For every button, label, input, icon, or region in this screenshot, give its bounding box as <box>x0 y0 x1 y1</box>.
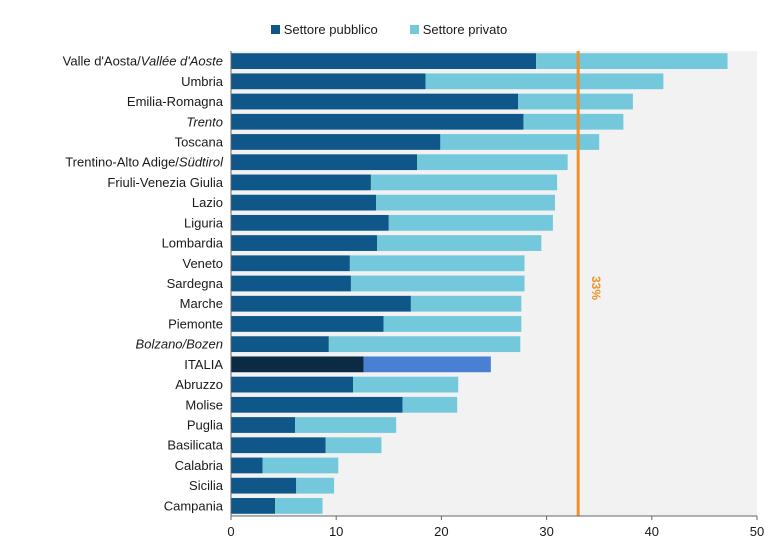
x-tick-label: 10 <box>329 524 343 539</box>
legend-label-private: Settore privato <box>422 22 508 37</box>
category-label: Lombardia <box>162 236 224 251</box>
bar-private <box>383 316 522 332</box>
bar-public <box>231 336 329 353</box>
category-label: Veneto <box>183 256 224 271</box>
bar-public <box>231 235 378 251</box>
bar-public <box>231 53 537 69</box>
bar-public <box>231 255 350 272</box>
bar-private <box>353 376 459 393</box>
x-tick-label: 50 <box>750 524 764 539</box>
category-label: Basilicata <box>167 438 223 453</box>
bar-private <box>425 73 664 90</box>
bar-public <box>231 477 297 494</box>
bar-private <box>363 356 491 373</box>
category-label: Emilia-Romagna <box>127 94 224 109</box>
x-tick-label: 30 <box>539 524 553 539</box>
bar-private <box>388 214 553 231</box>
category-label: Lazio <box>192 195 223 210</box>
category-label: Calabria <box>175 458 224 473</box>
bar-private <box>518 93 633 110</box>
bar-private <box>376 194 556 211</box>
bar-public <box>231 194 377 211</box>
legend-swatch-private <box>409 25 419 34</box>
x-tick-label: 20 <box>434 524 448 539</box>
bar-private <box>296 477 335 494</box>
category-label: Sicilia <box>189 478 224 493</box>
category-label: Trento <box>186 114 223 129</box>
bar-private <box>417 154 568 171</box>
bar-public <box>231 174 371 191</box>
bar-public <box>231 295 411 312</box>
category-label: ITALIA <box>184 357 223 372</box>
bar-public <box>231 154 418 171</box>
x-tick-label: 40 <box>645 524 659 539</box>
bar-private <box>262 457 339 474</box>
bar-private <box>536 53 728 69</box>
legend-label-public: Settore pubblico <box>283 22 378 37</box>
legend-item-public: Settore pubblico <box>270 22 378 37</box>
bar-private <box>370 174 558 191</box>
bar-public <box>231 356 364 373</box>
category-label: Abruzzo <box>175 377 223 392</box>
category-label: Bolzano/Bozen <box>136 337 223 352</box>
category-label: Piemonte <box>168 316 223 331</box>
bar-private <box>377 235 542 251</box>
bar-public <box>231 93 519 110</box>
bar-public <box>231 376 354 393</box>
bar-private <box>349 255 525 272</box>
bar-public <box>231 134 441 150</box>
category-label: Toscana <box>175 134 224 149</box>
legend-item-private: Settore privato <box>409 22 508 37</box>
bar-private <box>325 437 382 454</box>
category-label: Campania <box>164 498 224 513</box>
bar-public <box>231 498 276 514</box>
category-label: Friuli-Venezia Giulia <box>107 175 223 190</box>
category-label: Marche <box>180 296 223 311</box>
bar-private <box>295 417 397 433</box>
category-label: Sardegna <box>167 276 224 291</box>
bar-public <box>231 113 524 130</box>
bar-public <box>231 214 389 231</box>
bar-private <box>523 113 624 130</box>
bar-public <box>231 396 403 413</box>
legend: Settore pubblico Settore privato <box>0 22 778 37</box>
category-label: Valle d'Aosta/Vallée d'Aoste <box>63 54 223 69</box>
bar-private <box>328 336 521 353</box>
reference-line-label: 33% <box>589 276 603 300</box>
bar-private <box>402 396 458 413</box>
category-label: Umbria <box>181 74 224 89</box>
bar-private <box>350 275 525 292</box>
bar-public <box>231 437 326 454</box>
bar-private <box>440 134 600 150</box>
category-label: Liguria <box>184 215 224 230</box>
bar-public <box>231 316 384 332</box>
bar-public <box>231 417 296 433</box>
bar-public <box>231 457 263 474</box>
category-label: Trentino-Alto Adige/Südtirol <box>65 155 224 170</box>
bar-private <box>275 498 323 514</box>
legend-swatch-public <box>270 25 280 34</box>
category-label: Molise <box>185 397 223 412</box>
x-tick-label: 0 <box>227 524 234 539</box>
category-label: Puglia <box>187 418 224 433</box>
bar-public <box>231 73 426 90</box>
bar-private <box>410 295 522 312</box>
bar-public <box>231 275 351 292</box>
